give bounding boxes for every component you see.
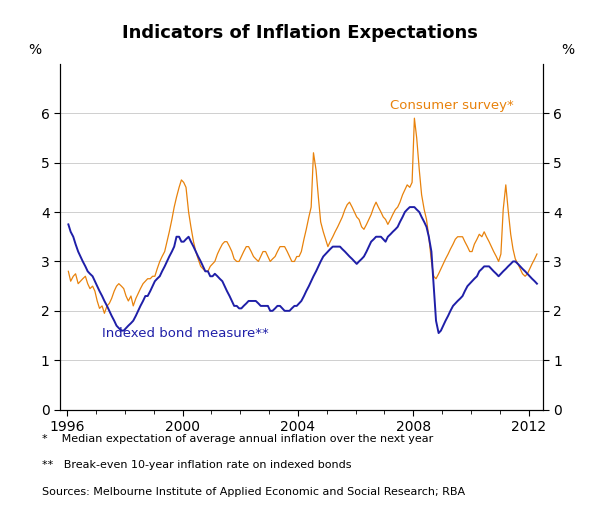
Text: **   Break-even 10-year inflation rate on indexed bonds: ** Break-even 10-year inflation rate on … <box>42 460 352 470</box>
Text: Consumer survey*: Consumer survey* <box>390 99 514 112</box>
Text: Indexed bond measure**: Indexed bond measure** <box>102 327 269 339</box>
Text: %: % <box>561 43 574 57</box>
Text: Sources: Melbourne Institute of Applied Economic and Social Research; RBA: Sources: Melbourne Institute of Applied … <box>42 487 465 497</box>
Text: *    Median expectation of average annual inflation over the next year: * Median expectation of average annual i… <box>42 434 433 444</box>
Text: Indicators of Inflation Expectations: Indicators of Inflation Expectations <box>122 24 478 42</box>
Text: %: % <box>29 43 42 57</box>
